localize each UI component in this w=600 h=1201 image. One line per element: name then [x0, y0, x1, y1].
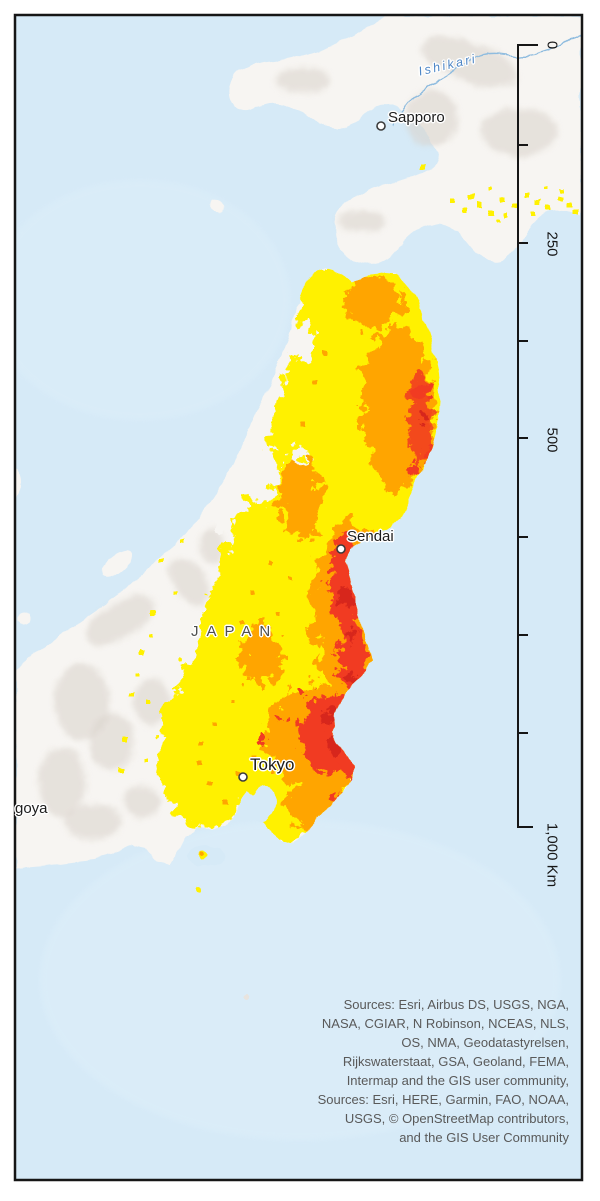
sado-island [101, 551, 133, 577]
izu-oshima-core [200, 853, 204, 857]
izu-islet [195, 887, 201, 893]
sapporo-marker [376, 121, 386, 131]
coastal-islet [17, 612, 31, 624]
sendai-marker [336, 544, 346, 554]
tokyo-bay [251, 786, 277, 822]
scalebar [517, 44, 538, 828]
relief-shading [38, 36, 558, 840]
map-frame-border [13, 13, 584, 1182]
sea-highlight [40, 820, 560, 1140]
ishikari-river [392, 33, 581, 128]
far-islet [244, 994, 250, 1000]
okushiri-island [211, 199, 223, 215]
sea-highlight [16, 180, 290, 420]
west-edge-islet [16, 470, 21, 498]
tokyo-marker [238, 772, 248, 782]
